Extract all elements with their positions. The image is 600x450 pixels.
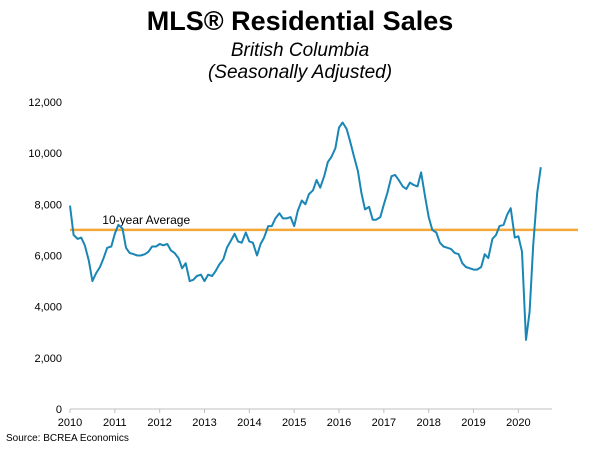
y-tick-label: 2,000 xyxy=(34,353,62,365)
x-tick-label: 2013 xyxy=(192,417,216,429)
x-tick-label: 2014 xyxy=(237,417,261,429)
x-tick-label: 2011 xyxy=(103,417,127,429)
chart-subtitle-line-1: British Columbia xyxy=(230,40,370,61)
x-axis-ticks: 2010 2011 2012 2013 2014 2015 2016 2017 2018 2019… xyxy=(58,409,531,429)
ten-year-average-label: 10-year Average xyxy=(102,213,190,227)
x-tick-label: 2019 xyxy=(461,417,485,429)
x-tick-label: 2015 xyxy=(282,417,306,429)
x-tick-label: 2012 xyxy=(147,417,171,429)
y-tick-label: 0 xyxy=(56,404,62,416)
y-tick-label: 10,000 xyxy=(28,148,62,160)
x-tick-label: 2016 xyxy=(327,417,351,429)
series-line-residential-sales xyxy=(69,121,542,341)
x-tick-label: 2020 xyxy=(506,417,530,429)
source-note: Source: BCREA Economics xyxy=(6,433,129,444)
y-tick-label: 4,000 xyxy=(34,302,62,314)
x-tick-label: 2017 xyxy=(372,417,396,429)
y-axis-ticks: 0 2,000 4,000 6,000 8,000 10,000 12,000 xyxy=(28,97,62,416)
x-tick-label: 2018 xyxy=(416,417,440,429)
chart-title: MLS® Residential Sales xyxy=(146,6,454,36)
y-tick-label: 12,000 xyxy=(28,97,62,109)
x-tick-label: 2010 xyxy=(58,417,82,429)
y-tick-label: 6,000 xyxy=(34,251,62,263)
y-tick-label: 8,000 xyxy=(34,199,62,211)
chart-subtitle-line-2: (Seasonally Adjusted) xyxy=(207,62,393,83)
